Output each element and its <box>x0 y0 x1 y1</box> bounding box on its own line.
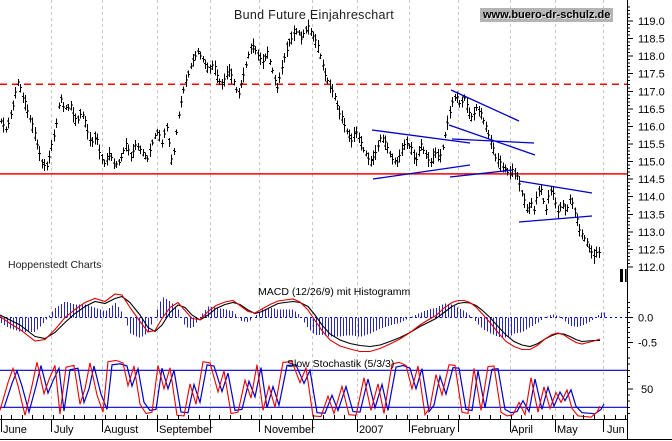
svg-text:118.5: 118.5 <box>638 34 665 46</box>
price-bars <box>0 19 602 264</box>
svg-text:119.0: 119.0 <box>638 16 665 28</box>
svg-text:August: August <box>104 424 138 436</box>
svg-text:115.0: 115.0 <box>638 157 665 169</box>
svg-text:Jun: Jun <box>607 424 625 436</box>
svg-text:November: November <box>264 424 315 436</box>
month-gridlines <box>51 0 604 419</box>
svg-text:113.5: 113.5 <box>638 209 665 221</box>
svg-text:112.5: 112.5 <box>638 244 665 256</box>
svg-text:113.0: 113.0 <box>638 227 665 239</box>
svg-text:116.0: 116.0 <box>638 121 665 133</box>
svg-text:2007: 2007 <box>359 424 383 436</box>
svg-text:February: February <box>411 424 456 436</box>
stoch-k-line <box>0 359 601 418</box>
svg-text:May: May <box>557 424 578 436</box>
svg-text:-0.5: -0.5 <box>638 338 657 350</box>
svg-text:114.5: 114.5 <box>638 174 665 186</box>
trendlines <box>371 89 593 223</box>
svg-text:117.0: 117.0 <box>638 86 665 98</box>
price-axis: 119.0 118.5 118.0 117.5 117.0 116.5 116.0 115.5… <box>627 0 665 440</box>
svg-text:116.5: 116.5 <box>638 104 665 116</box>
macd-histogram <box>1 297 605 338</box>
svg-text:118.0: 118.0 <box>638 51 665 63</box>
macd-panel <box>0 269 627 353</box>
svg-text:July: July <box>54 424 74 436</box>
stochastic-panel <box>0 359 627 418</box>
stoch-d-line <box>3 363 605 415</box>
macd-line <box>0 293 601 353</box>
svg-text:June: June <box>3 424 27 436</box>
time-axis: June July August September November 2007 Febru… <box>0 415 672 440</box>
svg-text:117.5: 117.5 <box>638 69 665 81</box>
svg-text:112.0: 112.0 <box>638 262 665 274</box>
svg-text:50: 50 <box>641 384 653 396</box>
svg-text:0.0: 0.0 <box>638 313 653 325</box>
svg-text:114.0: 114.0 <box>638 192 665 204</box>
svg-text:April: April <box>511 424 533 436</box>
svg-text:115.5: 115.5 <box>638 139 665 151</box>
svg-text:September: September <box>159 424 213 436</box>
macd-last-value-marker <box>620 269 623 282</box>
